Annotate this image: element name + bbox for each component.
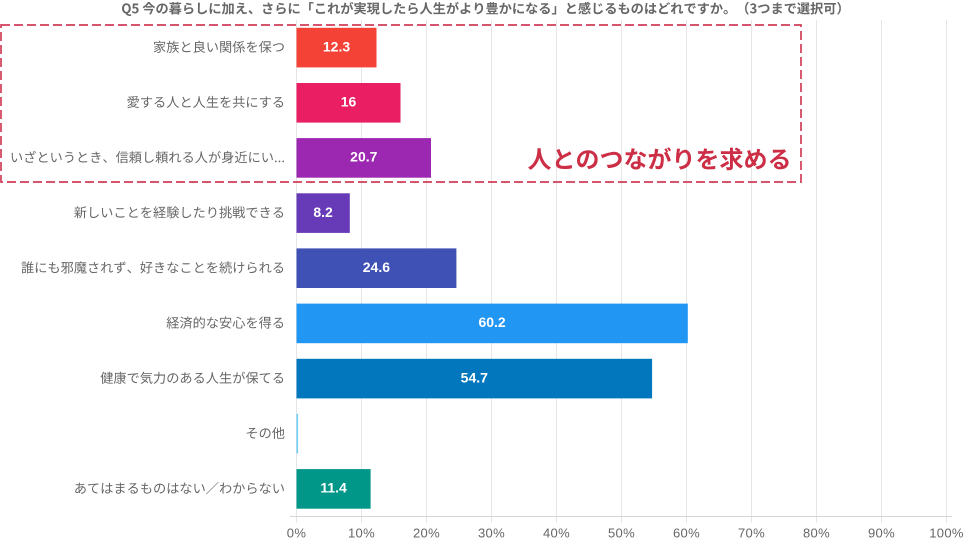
svg-text:0%: 0% xyxy=(287,526,307,541)
svg-text:11.4: 11.4 xyxy=(320,480,347,496)
svg-text:30%: 30% xyxy=(478,526,505,541)
svg-text:100%: 100% xyxy=(929,526,964,541)
svg-text:12.3: 12.3 xyxy=(323,38,350,54)
svg-text:54.7: 54.7 xyxy=(461,369,488,385)
svg-text:90%: 90% xyxy=(868,526,895,541)
svg-text:50%: 50% xyxy=(608,526,635,541)
svg-text:10%: 10% xyxy=(348,526,375,541)
svg-text:8.2: 8.2 xyxy=(313,204,333,220)
svg-text:60%: 60% xyxy=(673,526,700,541)
svg-text:80%: 80% xyxy=(803,526,830,541)
svg-text:20.7: 20.7 xyxy=(350,149,377,165)
svg-text:40%: 40% xyxy=(543,526,570,541)
svg-text:20%: 20% xyxy=(413,526,440,541)
svg-text:16: 16 xyxy=(341,94,357,110)
svg-text:24.6: 24.6 xyxy=(363,259,390,275)
svg-text:70%: 70% xyxy=(738,526,765,541)
svg-text:60.2: 60.2 xyxy=(478,314,505,330)
